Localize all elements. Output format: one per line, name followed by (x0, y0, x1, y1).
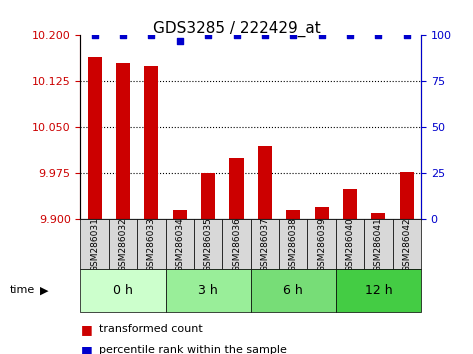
Text: GSM286037: GSM286037 (260, 217, 270, 272)
Bar (173, 210, 187, 219)
Text: GSM286041: GSM286041 (374, 217, 383, 272)
Text: GSM286031: GSM286031 (90, 217, 99, 272)
Text: 3 h: 3 h (198, 284, 218, 297)
Bar (229, 158, 244, 219)
Text: GDS3285 / 222429_at: GDS3285 / 222429_at (153, 21, 320, 38)
Text: GSM286038: GSM286038 (289, 217, 298, 272)
FancyBboxPatch shape (109, 219, 137, 269)
FancyBboxPatch shape (307, 219, 336, 269)
Text: 12 h: 12 h (365, 284, 392, 297)
Bar (258, 146, 272, 219)
Text: time: time (9, 285, 35, 295)
Point (261, 33, 269, 38)
FancyBboxPatch shape (336, 219, 364, 269)
Text: GSM286034: GSM286034 (175, 217, 184, 272)
FancyBboxPatch shape (166, 219, 194, 269)
FancyBboxPatch shape (80, 219, 109, 269)
Text: GSM286032: GSM286032 (118, 217, 128, 272)
Text: 6 h: 6 h (283, 284, 303, 297)
Text: percentile rank within the sample: percentile rank within the sample (99, 346, 287, 354)
Bar (371, 213, 385, 219)
Point (91, 33, 98, 38)
Bar (400, 172, 414, 219)
Point (375, 33, 382, 38)
FancyBboxPatch shape (393, 219, 421, 269)
FancyBboxPatch shape (279, 219, 307, 269)
Point (119, 33, 127, 38)
Point (233, 33, 240, 38)
Bar (315, 207, 329, 219)
FancyBboxPatch shape (222, 219, 251, 269)
Text: ■: ■ (80, 344, 92, 354)
FancyBboxPatch shape (80, 269, 166, 312)
FancyBboxPatch shape (166, 269, 251, 312)
Point (176, 38, 184, 44)
Text: transformed count: transformed count (99, 324, 203, 334)
Bar (201, 173, 215, 219)
Bar (343, 189, 357, 219)
Point (289, 33, 297, 38)
Text: GSM286036: GSM286036 (232, 217, 241, 272)
Bar (116, 63, 130, 219)
FancyBboxPatch shape (251, 269, 336, 312)
FancyBboxPatch shape (336, 269, 421, 312)
FancyBboxPatch shape (364, 219, 393, 269)
Text: GSM286040: GSM286040 (345, 217, 355, 272)
Bar (286, 210, 300, 219)
Point (318, 33, 325, 38)
Text: GSM286039: GSM286039 (317, 217, 326, 272)
Point (148, 33, 155, 38)
Text: GSM286035: GSM286035 (203, 217, 213, 272)
Bar (88, 57, 102, 219)
Text: GSM286042: GSM286042 (402, 217, 412, 272)
FancyBboxPatch shape (251, 219, 279, 269)
Point (403, 33, 411, 38)
Text: ▶: ▶ (40, 285, 49, 295)
Text: GSM286033: GSM286033 (147, 217, 156, 272)
Text: ■: ■ (80, 323, 92, 336)
FancyBboxPatch shape (137, 219, 166, 269)
Point (204, 33, 212, 38)
Text: 0 h: 0 h (113, 284, 133, 297)
Bar (144, 66, 158, 219)
FancyBboxPatch shape (194, 219, 222, 269)
Point (346, 33, 354, 38)
